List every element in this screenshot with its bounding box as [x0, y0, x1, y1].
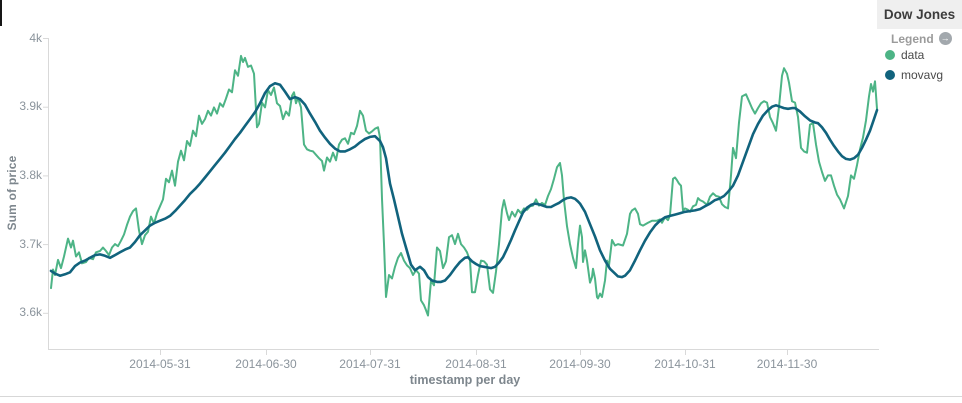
legend-panel: Dow Jones Legend data movavg: [877, 0, 962, 380]
legend-item-data[interactable]: data: [885, 49, 924, 61]
bottom-divider: [0, 396, 962, 397]
window-edge-artifact: [0, 0, 2, 26]
legend-toggle-arrow-icon[interactable]: [938, 32, 952, 45]
legend-swatch-dot: [885, 50, 895, 60]
x-tick-label: 2014-11-30: [756, 357, 818, 371]
y-tick-label: 3.6k: [19, 305, 42, 320]
x-tick-label: 2014-08-31: [445, 357, 507, 371]
series-line-data: [50, 54, 878, 317]
panel-title: Dow Jones: [877, 0, 962, 29]
y-tick-label: 3.7k: [19, 236, 42, 251]
y-tick-label: 3.9k: [19, 99, 42, 114]
legend-item-label: data: [901, 48, 925, 62]
x-tick-label: 2014-07-31: [339, 357, 401, 371]
x-tick-label: 2014-06-30: [235, 357, 297, 371]
x-axis-title: timestamp per day: [409, 373, 521, 387]
legend-item-label: movavg: [901, 68, 944, 82]
y-tick-label: 4k: [29, 30, 42, 45]
legend-item-movavg[interactable]: movavg: [885, 69, 943, 81]
x-tick-label: 2014-09-30: [549, 357, 611, 371]
legend-label: Legend: [891, 31, 934, 46]
legend-header: Legend: [891, 31, 952, 46]
legend-swatch-dot: [885, 70, 895, 80]
series-line-movavg: [49, 82, 879, 284]
y-tick-label: 3.8k: [19, 167, 42, 182]
x-tick-label: 2014-05-31: [129, 357, 191, 371]
x-tick-label: 2014-10-31: [654, 357, 716, 371]
